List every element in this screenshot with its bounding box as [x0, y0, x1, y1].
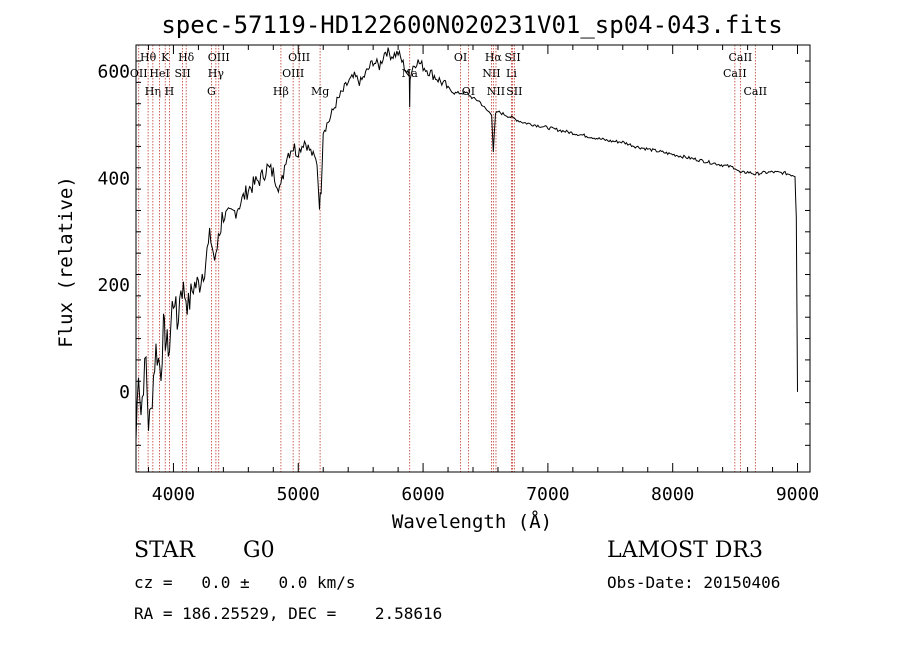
line-label-hei: HeI	[149, 67, 169, 80]
spectral-line-markers: OIIHθHηHeIKHSIIHδGHγOIIIHβOIIIOIIIMgNaOI…	[130, 45, 767, 472]
line-label-caii: CaII	[743, 85, 767, 98]
y-tick-label: 0	[119, 382, 130, 403]
line-label-nii: NII	[482, 67, 500, 80]
line-label-hβ: Hβ	[273, 85, 289, 98]
y-tick-label: 200	[97, 275, 130, 296]
line-label-oiii: OIII	[208, 51, 230, 64]
x-tick-label: 9000	[776, 484, 819, 505]
line-label-k: K	[161, 51, 170, 64]
object-subclass: G0	[243, 538, 275, 563]
line-label-li: Li	[506, 67, 517, 80]
line-label-hδ: Hδ	[178, 51, 195, 64]
line-label-mg: Mg	[311, 85, 329, 98]
line-label-sii: SII	[504, 51, 520, 64]
line-label-hα: Hα	[485, 51, 503, 64]
line-label-sii: SII	[174, 67, 190, 80]
y-tick-label: 400	[97, 168, 130, 189]
line-label-oiii: OIII	[288, 51, 310, 64]
line-label-oi: OI	[462, 85, 475, 98]
y-tick-label: 600	[97, 62, 130, 83]
line-label-h: H	[165, 85, 175, 98]
line-label-nii: NII	[487, 85, 505, 98]
line-label-oii: OII	[130, 67, 148, 80]
line-label-oi: OI	[454, 51, 467, 64]
redshift-readout: cz = 0.0 ± 0.0 km/s	[134, 573, 356, 592]
line-label-hγ: Hγ	[208, 67, 225, 80]
line-label-caii: CaII	[729, 51, 753, 64]
line-label-sii: SII	[506, 85, 522, 98]
plot-frame	[135, 44, 811, 473]
y-axis: 0 200 400 600	[97, 60, 810, 446]
survey-name: LAMOST DR3	[607, 538, 763, 563]
x-axis: 4000 5000 6000 7000 8000 9000	[147, 45, 819, 505]
obs-date: Obs-Date: 20150406	[607, 573, 781, 592]
y-axis-label: Flux (relative)	[55, 176, 77, 348]
object-class: STAR	[134, 538, 195, 563]
line-label-hθ: Hθ	[140, 51, 157, 64]
x-tick-label: 7000	[526, 484, 569, 505]
line-label-hη: Hη	[145, 85, 161, 98]
x-tick-label: 8000	[651, 484, 694, 505]
spectrum-series-line	[135, 47, 798, 441]
line-label-oiii: OIII	[282, 67, 304, 80]
line-label-caii: CaII	[723, 67, 747, 80]
coordinates: RA = 186.25529, DEC = 2.58616	[134, 604, 443, 623]
x-tick-label: 5000	[277, 484, 320, 505]
x-axis-label: Wavelength (Å)	[392, 510, 552, 533]
x-tick-label: 6000	[401, 484, 444, 505]
x-tick-label: 4000	[152, 484, 195, 505]
line-label-g: G	[207, 85, 216, 98]
chart-title: spec-57119-HD122600N020231V01_sp04-043.f…	[161, 11, 782, 39]
